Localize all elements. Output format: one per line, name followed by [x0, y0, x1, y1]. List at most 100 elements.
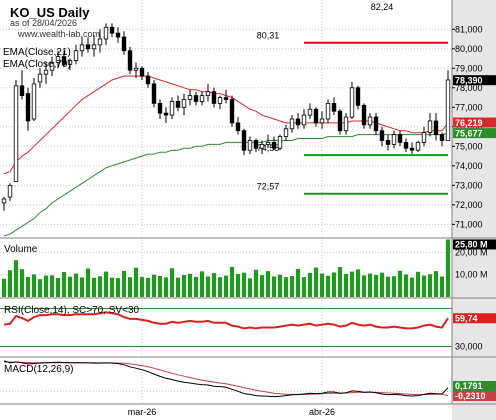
- candle-body: [235, 122, 241, 132]
- candle-body: [163, 112, 169, 116]
- macd-layer: [0, 360, 452, 398]
- volume-bar: [67, 276, 73, 297]
- volume-bar: [325, 275, 331, 297]
- volume-bar: [289, 276, 295, 297]
- candle-body: [31, 83, 37, 120]
- volume-bar: [235, 274, 241, 297]
- volume-bar: [403, 274, 409, 297]
- candle-body: [391, 134, 397, 145]
- macd-last-label: -0,2310: [455, 391, 486, 401]
- candle-body: [157, 102, 163, 114]
- volume-bar: [61, 272, 67, 297]
- candle-body: [61, 56, 67, 65]
- volume-bar: [43, 275, 49, 297]
- volume-bar: [7, 270, 13, 297]
- price-tick-label: 73,000: [455, 180, 483, 190]
- volume-bar: [277, 274, 283, 297]
- candle-body: [331, 102, 337, 112]
- volume-bar: [349, 271, 355, 297]
- volume-bar: [115, 278, 121, 297]
- volume-bar: [367, 273, 373, 297]
- candle-body: [409, 147, 415, 151]
- date-tick-label: mar-26: [128, 407, 157, 417]
- volume-bar: [343, 274, 349, 297]
- volume-bar: [265, 271, 271, 297]
- date-axis: mar-26 abr-26: [128, 407, 335, 417]
- level-label: 80,31: [257, 31, 280, 41]
- volume-bar: [295, 268, 301, 297]
- volume-bar: [445, 239, 451, 297]
- volume-bar: [205, 276, 211, 297]
- volume-bar: [79, 277, 85, 297]
- volume-bar: [427, 274, 433, 297]
- volume-bar: [151, 274, 157, 297]
- volume-bar: [139, 276, 145, 297]
- volume-bar: [373, 274, 379, 297]
- candle-body: [337, 110, 343, 132]
- volume-bar: [25, 276, 31, 297]
- candle-body: [25, 93, 31, 122]
- date-tick-label: abr-26: [309, 407, 335, 417]
- volume-bar: [391, 276, 397, 297]
- candle-body: [361, 104, 367, 126]
- volume-bar: [229, 266, 235, 297]
- volume-bar: [355, 269, 361, 297]
- candle-body: [151, 83, 157, 104]
- symbol-title: KO_US Daily: [10, 5, 90, 20]
- price-tag-label: 75,677: [455, 129, 483, 139]
- volume-bar: [337, 267, 343, 297]
- volume-bar: [385, 276, 391, 297]
- macd-tag-bg: [453, 381, 496, 391]
- volume-bar: [283, 277, 289, 297]
- candle-body: [349, 87, 355, 118]
- candle-body: [73, 50, 79, 61]
- value-axis-background: [452, 0, 496, 420]
- candle-body: [175, 101, 181, 108]
- candle-body: [283, 128, 289, 137]
- candle-body: [109, 26, 115, 34]
- volume-bar: [181, 274, 187, 297]
- volume-bar: [19, 269, 25, 297]
- candle-body: [319, 118, 325, 124]
- candle-body: [277, 136, 283, 149]
- volume-title: Volume: [4, 244, 38, 255]
- ema21-legend: EMA(Close,21): [3, 47, 71, 58]
- volume-bar: [313, 267, 319, 297]
- candle-body: [133, 67, 139, 71]
- volume-bar: [415, 271, 421, 297]
- candle-body: [403, 142, 409, 149]
- candle-body: [79, 44, 85, 52]
- volume-bar: [157, 276, 163, 297]
- volume-bar: [253, 269, 259, 297]
- candle-body: [367, 116, 373, 126]
- price-tick-label: 77,000: [455, 102, 483, 112]
- candle-body: [181, 99, 187, 108]
- level-label: 82,24: [371, 2, 394, 12]
- candle-body: [217, 97, 223, 104]
- ema70-line: [3, 132, 449, 237]
- volume-bar: [13, 260, 19, 297]
- volume-bar: [163, 277, 169, 297]
- volume-bar: [49, 275, 55, 297]
- volume-bar: [301, 277, 307, 297]
- price-tag-bg: [453, 128, 496, 139]
- candle-body: [205, 91, 211, 96]
- price-tick-label: 81,000: [455, 24, 483, 34]
- price-tick-label: 79,000: [455, 63, 483, 73]
- volume-bar: [241, 272, 247, 297]
- volume-bar: [145, 277, 151, 297]
- candle-body: [433, 120, 439, 136]
- volume-bar: [421, 275, 427, 297]
- macd-title: MACD(12,26,9): [4, 364, 73, 375]
- candle-body: [397, 134, 403, 143]
- candle-body: [421, 132, 427, 143]
- volume-bar: [175, 277, 181, 297]
- volume-bar: [409, 277, 415, 297]
- volume-bar: [439, 276, 445, 297]
- price-tick-label: 80,000: [455, 44, 483, 54]
- volume-bar: [55, 278, 61, 297]
- candle-body: [307, 108, 313, 116]
- volume-bar: [259, 275, 265, 297]
- candle-body: [145, 75, 151, 85]
- volume-tick-label: 10,00 M: [455, 270, 488, 280]
